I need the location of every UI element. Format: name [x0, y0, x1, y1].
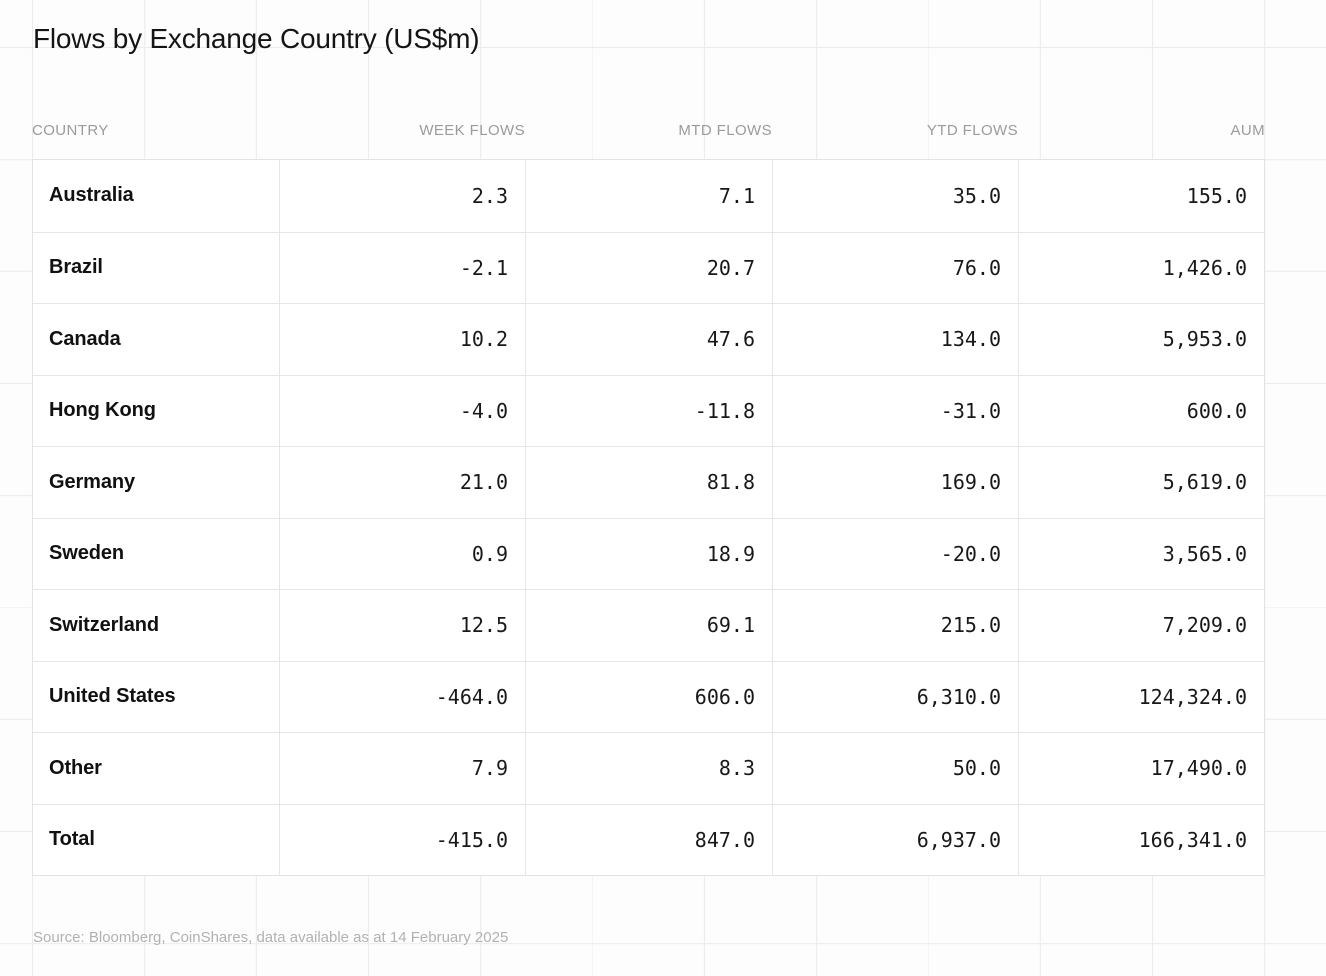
week-flows-cell: -4.0	[279, 375, 525, 446]
aum-cell: 17,490.0	[1018, 733, 1264, 804]
week-flows-cell: 10.2	[279, 304, 525, 375]
week-flows-cell: -415.0	[279, 804, 525, 875]
column-header-country: COUNTRY	[32, 122, 109, 139]
mtd-flows-cell: 47.6	[525, 304, 772, 375]
mtd-flows-cell: -11.8	[525, 375, 772, 446]
mtd-flows-cell: 18.9	[525, 518, 772, 589]
table-row: Australia 2.3 7.1 35.0 155.0	[33, 160, 1264, 232]
table-column-headers: COUNTRY WEEK FLOWS MTD FLOWS YTD FLOWS A…	[32, 121, 1265, 141]
country-cell: Hong Kong	[49, 399, 156, 422]
aum-cell: 600.0	[1018, 375, 1264, 446]
column-header-week-flows: WEEK FLOWS	[419, 122, 525, 139]
country-cell: United States	[49, 685, 176, 708]
aum-cell: 166,341.0	[1018, 804, 1264, 875]
table-row: Other 7.9 8.3 50.0 17,490.0	[33, 732, 1264, 804]
ytd-flows-cell: 6,310.0	[772, 661, 1018, 732]
mtd-flows-cell: 69.1	[525, 590, 772, 661]
ytd-flows-cell: 35.0	[772, 160, 1018, 232]
week-flows-cell: 7.9	[279, 733, 525, 804]
aum-cell: 3,565.0	[1018, 518, 1264, 589]
country-cell: Other	[49, 756, 102, 779]
table-row: Sweden 0.9 18.9 -20.0 3,565.0	[33, 517, 1264, 589]
mtd-flows-cell: 7.1	[525, 160, 772, 232]
country-cell: Brazil	[49, 256, 103, 279]
mtd-flows-cell: 847.0	[525, 804, 772, 875]
ytd-flows-cell: -31.0	[772, 375, 1018, 446]
ytd-flows-cell: 6,937.0	[772, 804, 1018, 875]
aum-cell: 5,619.0	[1018, 447, 1264, 518]
ytd-flows-cell: 134.0	[772, 304, 1018, 375]
table-row: Canada 10.2 47.6 134.0 5,953.0	[33, 303, 1264, 375]
ytd-flows-cell: -20.0	[772, 518, 1018, 589]
ytd-flows-cell: 50.0	[772, 733, 1018, 804]
column-header-ytd-flows: YTD FLOWS	[926, 122, 1018, 139]
table-row: Brazil -2.1 20.7 76.0 1,426.0	[33, 231, 1264, 303]
table-row: Switzerland 12.5 69.1 215.0 7,209.0	[33, 589, 1264, 661]
week-flows-cell: 21.0	[279, 447, 525, 518]
ytd-flows-cell: 215.0	[772, 590, 1018, 661]
table-row: Hong Kong -4.0 -11.8 -31.0 600.0	[33, 374, 1264, 446]
column-header-mtd-flows: MTD FLOWS	[678, 122, 772, 139]
week-flows-cell: -464.0	[279, 661, 525, 732]
week-flows-cell: -2.1	[279, 232, 525, 303]
country-cell: Total	[49, 828, 95, 851]
mtd-flows-cell: 8.3	[525, 733, 772, 804]
country-cell: Canada	[49, 327, 121, 350]
page-title: Flows by Exchange Country (US$m)	[33, 23, 480, 54]
ytd-flows-cell: 169.0	[772, 447, 1018, 518]
aum-cell: 1,426.0	[1018, 232, 1264, 303]
source-note: Source: Bloomberg, CoinShares, data avai…	[33, 929, 509, 946]
week-flows-cell: 0.9	[279, 518, 525, 589]
aum-cell: 7,209.0	[1018, 590, 1264, 661]
mtd-flows-cell: 81.8	[525, 447, 772, 518]
table-row: United States -464.0 606.0 6,310.0 124,3…	[33, 660, 1264, 732]
country-cell: Switzerland	[49, 613, 160, 636]
mtd-flows-cell: 606.0	[525, 661, 772, 732]
mtd-flows-cell: 20.7	[525, 232, 772, 303]
column-header-aum: AUM	[1230, 122, 1265, 139]
week-flows-cell: 2.3	[279, 160, 525, 232]
table-row: Germany 21.0 81.8 169.0 5,619.0	[33, 446, 1264, 518]
aum-cell: 5,953.0	[1018, 304, 1264, 375]
ytd-flows-cell: 76.0	[772, 232, 1018, 303]
aum-cell: 124,324.0	[1018, 661, 1264, 732]
country-cell: Australia	[49, 184, 134, 207]
aum-cell: 155.0	[1018, 160, 1264, 232]
week-flows-cell: 12.5	[279, 590, 525, 661]
table-row-total: Total -415.0 847.0 6,937.0 166,341.0	[33, 803, 1264, 875]
flows-table: Australia 2.3 7.1 35.0 155.0 Brazil -2.1…	[32, 159, 1265, 876]
country-cell: Germany	[49, 470, 136, 493]
country-cell: Sweden	[49, 542, 124, 565]
